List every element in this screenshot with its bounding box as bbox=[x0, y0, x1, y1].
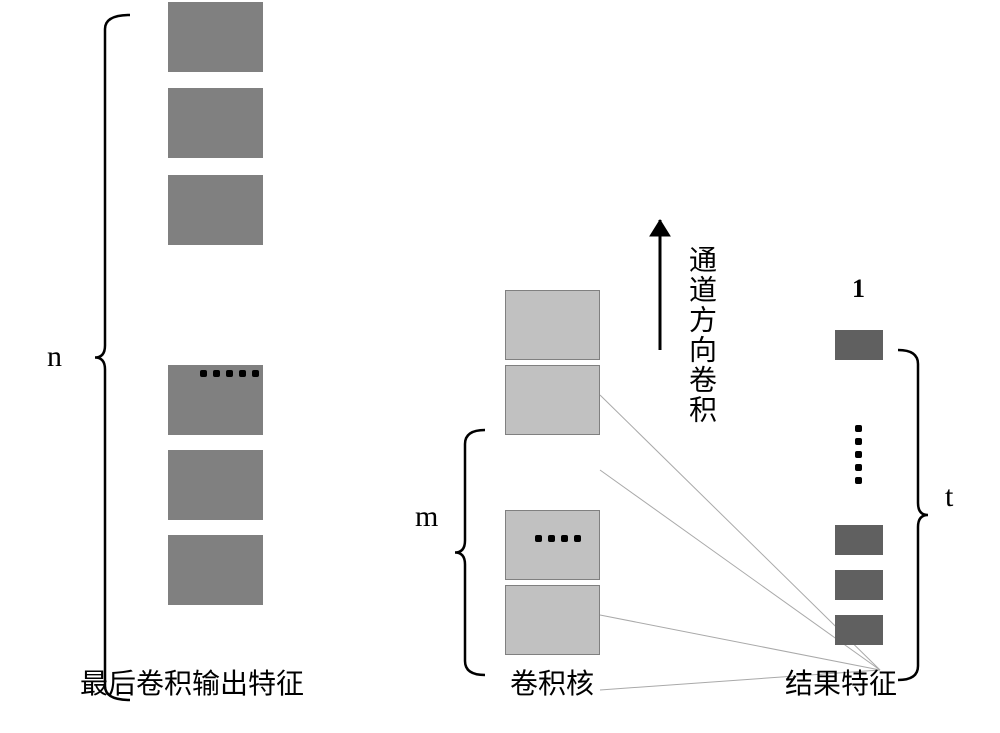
label-t: t bbox=[945, 480, 953, 514]
result-box bbox=[835, 615, 883, 645]
feature-box bbox=[168, 450, 263, 520]
caption-right: 结果特征 bbox=[785, 662, 897, 702]
feature-box bbox=[168, 175, 263, 245]
caption-left: 最后卷积输出特征 bbox=[80, 662, 304, 702]
caption-mid: 卷积核 bbox=[510, 662, 594, 702]
feature-box bbox=[168, 88, 263, 158]
feature-ellipsis bbox=[200, 370, 259, 377]
result-ellipsis bbox=[855, 425, 862, 484]
feature-box bbox=[168, 2, 263, 72]
feature-box bbox=[168, 535, 263, 605]
label-channel-conv: 通道方向卷积 bbox=[680, 245, 720, 445]
result-box bbox=[835, 570, 883, 600]
kernel-box bbox=[505, 365, 600, 435]
kernel-box bbox=[505, 585, 600, 655]
label-m: m bbox=[415, 500, 438, 534]
label-n: n bbox=[47, 340, 62, 374]
kernel-ellipsis bbox=[535, 535, 581, 542]
result-box bbox=[835, 525, 883, 555]
result-box bbox=[835, 330, 883, 360]
label-one: 1 bbox=[852, 274, 865, 304]
kernel-box bbox=[505, 510, 600, 580]
kernel-box bbox=[505, 290, 600, 360]
